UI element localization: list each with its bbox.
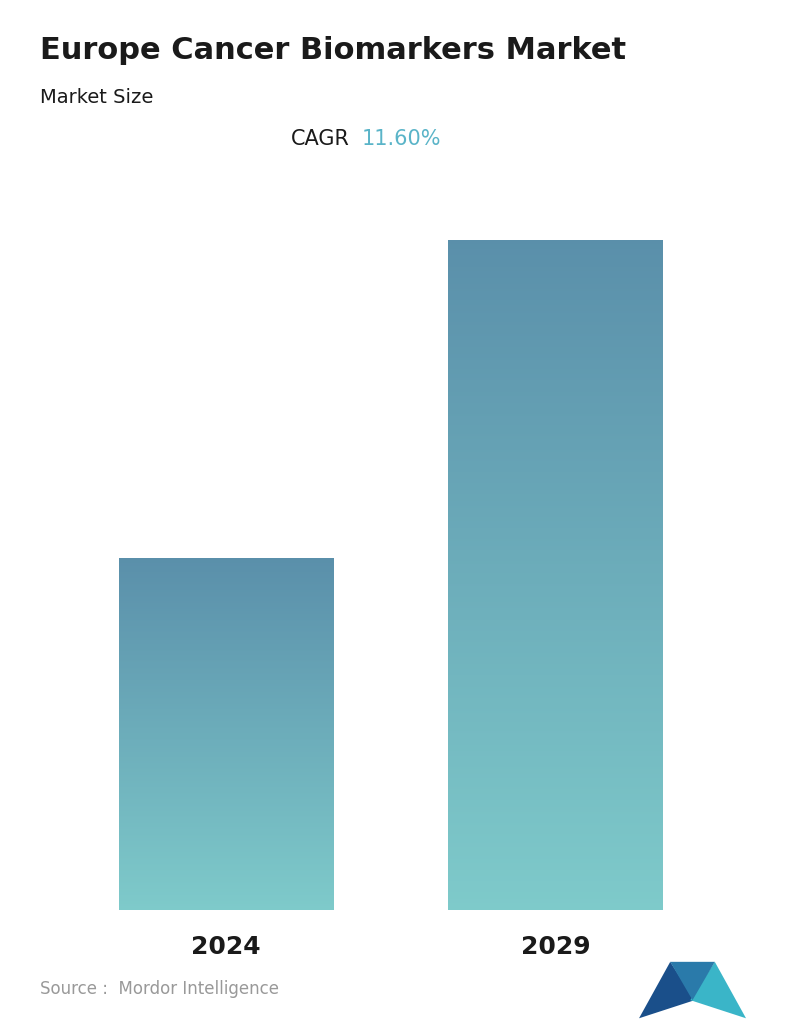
Polygon shape [670,962,715,1000]
Text: Market Size: Market Size [40,88,153,107]
Text: 2024: 2024 [191,935,261,960]
Text: Europe Cancer Biomarkers Market: Europe Cancer Biomarkers Market [40,36,626,65]
Text: 2029: 2029 [521,935,591,960]
Text: Source :  Mordor Intelligence: Source : Mordor Intelligence [40,980,279,998]
Polygon shape [639,962,695,1018]
Polygon shape [690,962,746,1018]
Text: CAGR: CAGR [291,129,350,149]
Text: 11.60%: 11.60% [362,129,442,149]
